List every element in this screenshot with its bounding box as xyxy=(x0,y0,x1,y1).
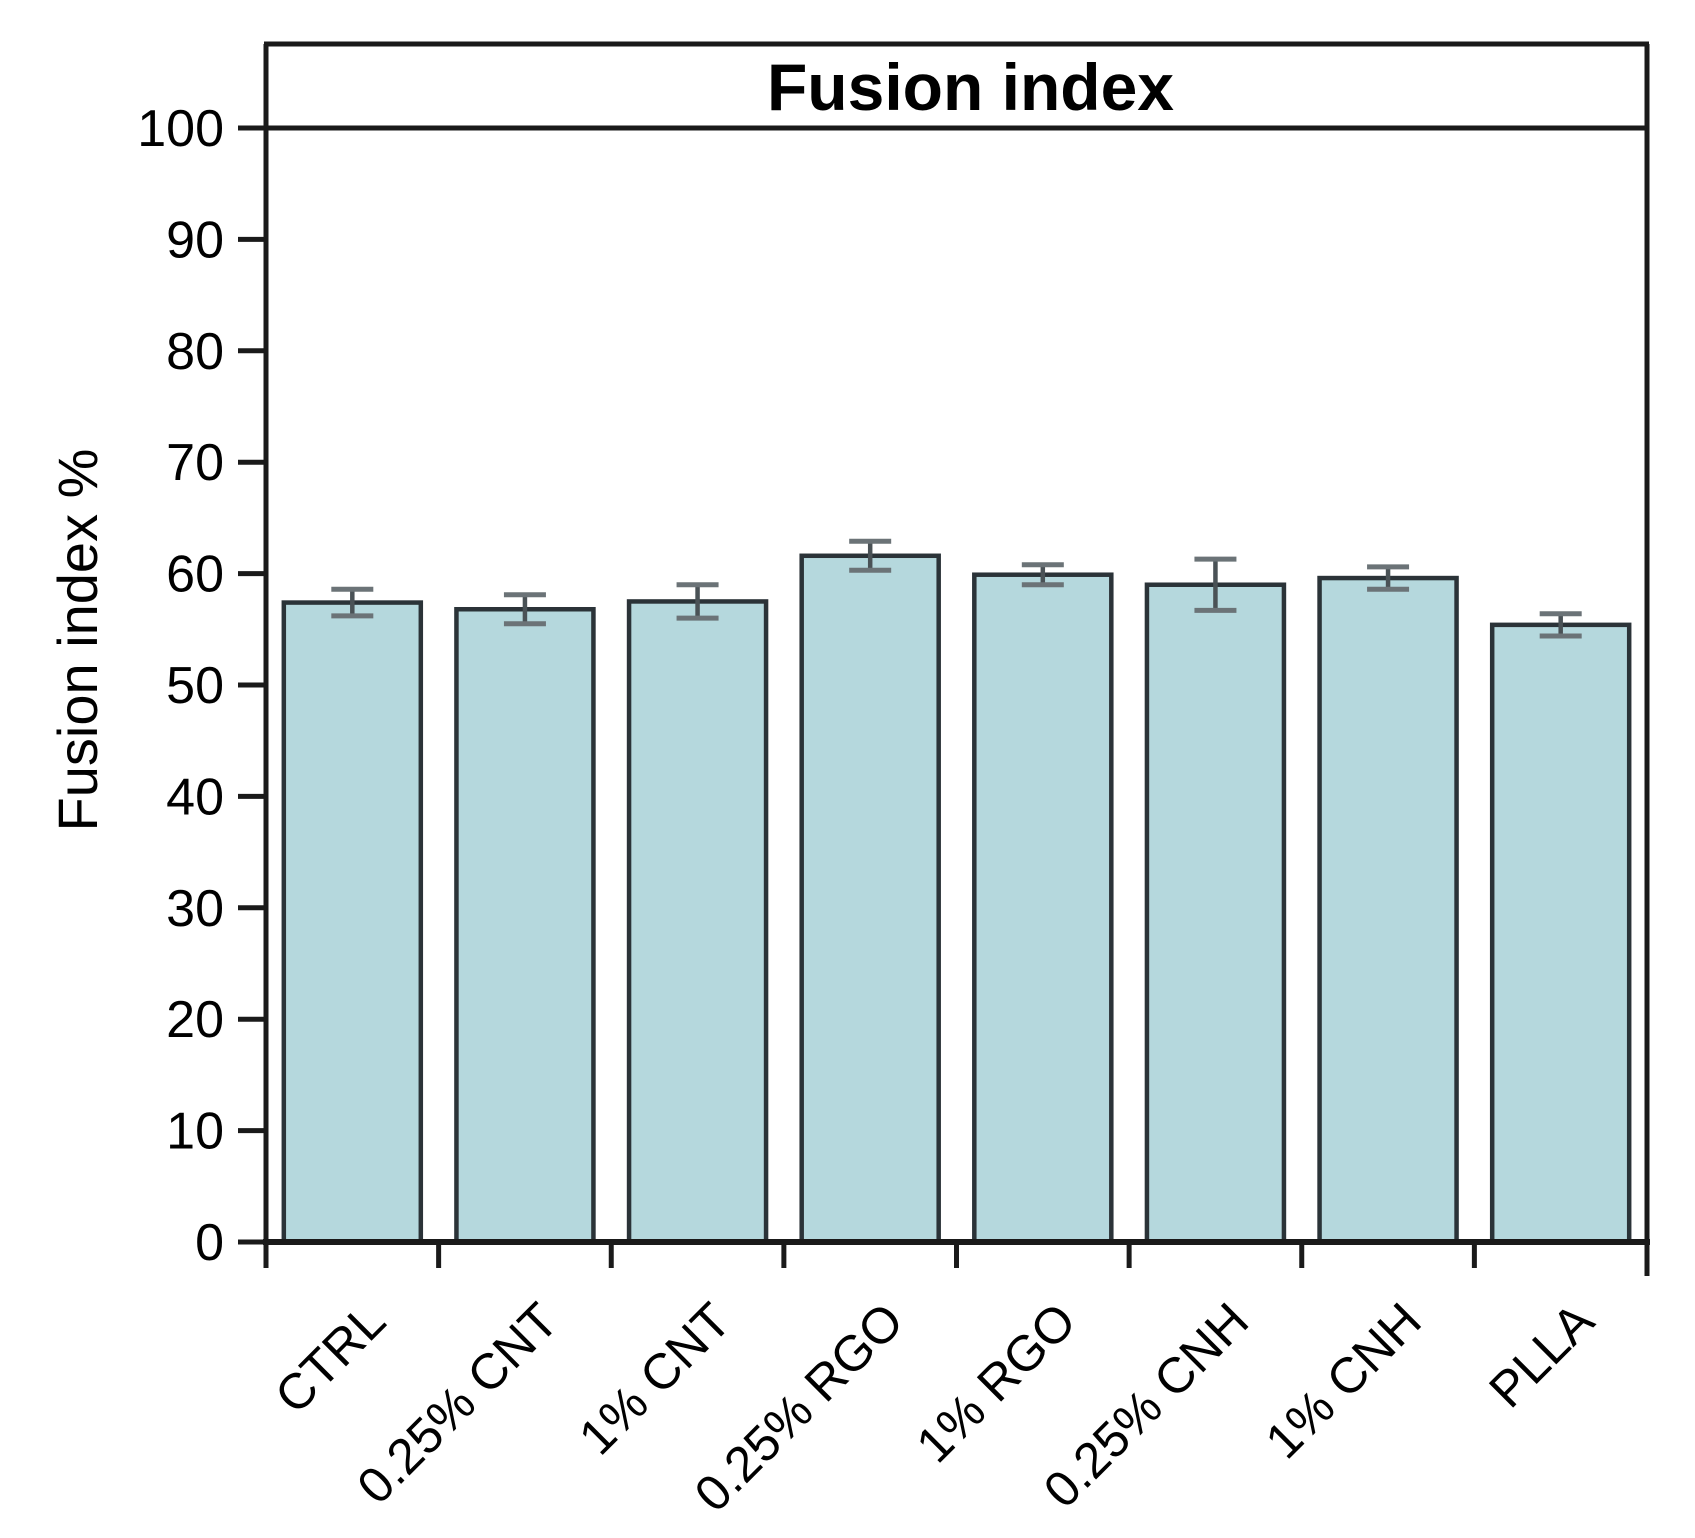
error-bar xyxy=(1367,564,1410,592)
y-tick-label: 60 xyxy=(166,546,224,604)
error-bar xyxy=(849,538,892,573)
bar-1-cnt xyxy=(626,599,769,1245)
y-tick-label: 80 xyxy=(166,323,224,381)
y-tick-label: 50 xyxy=(166,657,224,715)
bar-ctrl xyxy=(281,600,424,1245)
y-tick-label: 10 xyxy=(166,1103,224,1161)
error-bar xyxy=(503,592,546,627)
error-bar xyxy=(1539,611,1582,639)
error-bar xyxy=(331,586,374,619)
error-bar xyxy=(1021,562,1064,588)
bar-0-25-cnh xyxy=(1144,582,1287,1245)
bar-0-25-rgo xyxy=(799,553,941,1245)
y-tick-label: 40 xyxy=(166,768,224,826)
bar-1-cnh xyxy=(1317,575,1459,1245)
y-tick-label: 20 xyxy=(166,991,224,1049)
bar-plla xyxy=(1489,622,1632,1245)
bars-group xyxy=(281,553,1632,1245)
y-tick-label: 30 xyxy=(166,880,224,938)
error-bar xyxy=(676,582,719,621)
error-bars-group xyxy=(331,538,1582,639)
bar-1-rgo xyxy=(972,572,1114,1245)
y-tick-label: 100 xyxy=(137,100,224,158)
error-bar xyxy=(1194,556,1237,613)
chart-title: Fusion index xyxy=(767,50,1174,124)
bar-0-25-cnt xyxy=(454,606,596,1245)
axes-group xyxy=(238,41,1650,1276)
y-axis-title: Fusion index % xyxy=(46,449,109,832)
y-tick-label: 70 xyxy=(166,434,224,492)
y-tick-label: 0 xyxy=(195,1214,224,1272)
y-tick-label: 90 xyxy=(166,211,224,269)
